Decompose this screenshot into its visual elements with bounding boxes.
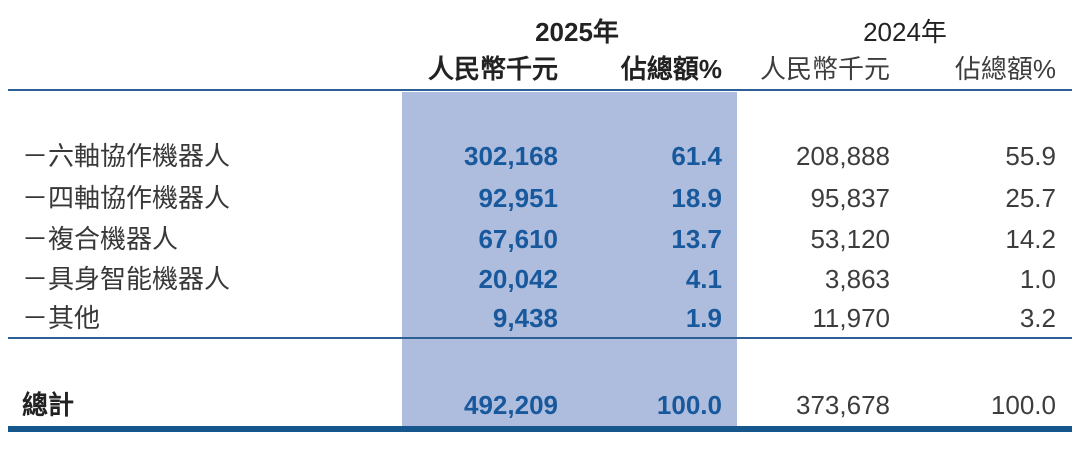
value-2025-amount: 92,951 [478,183,558,213]
value-2025-amount: 302,168 [464,141,558,171]
value-2024-amount: 53,120 [810,224,890,254]
table-header-columns: 人民幣千元 佔總額% 人民幣千元 佔總額% [0,52,1080,86]
total-2024-amount: 373,678 [796,390,890,420]
value-2024-amount: 3,863 [824,264,890,294]
value-2025-amount: 20,042 [478,264,558,294]
value-2024-pct: 3.2 [1019,303,1056,333]
pre-total-rule [8,337,1072,339]
value-2024-amount: 95,837 [810,183,890,213]
total-2024-pct: 100.0 [990,390,1056,420]
highlight-band-2025 [402,92,737,426]
column-header-amount-2025: 人民幣千元 [427,54,558,84]
value-2025-pct: 61.4 [671,141,722,171]
bottom-rule [8,426,1072,432]
column-header-pct-2024: 佔總額% [954,54,1056,84]
value-2024-amount: 11,970 [812,303,890,333]
value-2024-pct: 25.7 [1005,183,1056,213]
row-label: －六軸協作機器人 [22,141,231,171]
row-label: －四軸協作機器人 [22,183,231,213]
value-2024-pct: 55.9 [1005,141,1056,171]
value-2025-amount: 9,438 [492,303,558,333]
row-label: －具身智能機器人 [22,264,231,294]
value-2025-pct: 1.9 [685,303,722,333]
table-row: －四軸協作機器人 92,951 18.9 95,837 25.7 [0,181,1080,215]
table-row: －具身智能機器人 20,042 4.1 3,863 1.0 [0,262,1080,296]
value-2024-amount: 208,888 [796,141,890,171]
table-row: －其他 9,438 1.9 11,970 3.2 [0,301,1080,335]
table-row: －複合機器人 67,610 13.7 53,120 14.2 [0,222,1080,256]
total-2025-pct: 100.0 [656,390,722,420]
row-label: －其他 [22,303,101,333]
value-2025-pct: 13.7 [671,224,722,254]
year-header-2025: 2025年 [535,17,619,47]
value-2025-amount: 67,610 [478,224,558,254]
total-label: 總計 [22,390,75,420]
table-header-years: 2025年 2024年 [0,15,1080,49]
value-2024-pct: 14.2 [1005,224,1056,254]
value-2024-pct: 1.0 [1019,264,1056,294]
total-row: 總計 492,209 100.0 373,678 100.0 [0,388,1080,422]
header-rule [8,89,1072,91]
table-row: －六軸協作機器人 302,168 61.4 208,888 55.9 [0,139,1080,173]
column-header-amount-2024: 人民幣千元 [759,54,890,84]
value-2025-pct: 4.1 [685,264,722,294]
value-2025-pct: 18.9 [671,183,722,213]
row-label: －複合機器人 [22,224,179,254]
total-2025-amount: 492,209 [464,390,558,420]
column-header-pct-2025: 佔總額% [620,54,722,84]
year-header-2024: 2024年 [863,17,947,47]
